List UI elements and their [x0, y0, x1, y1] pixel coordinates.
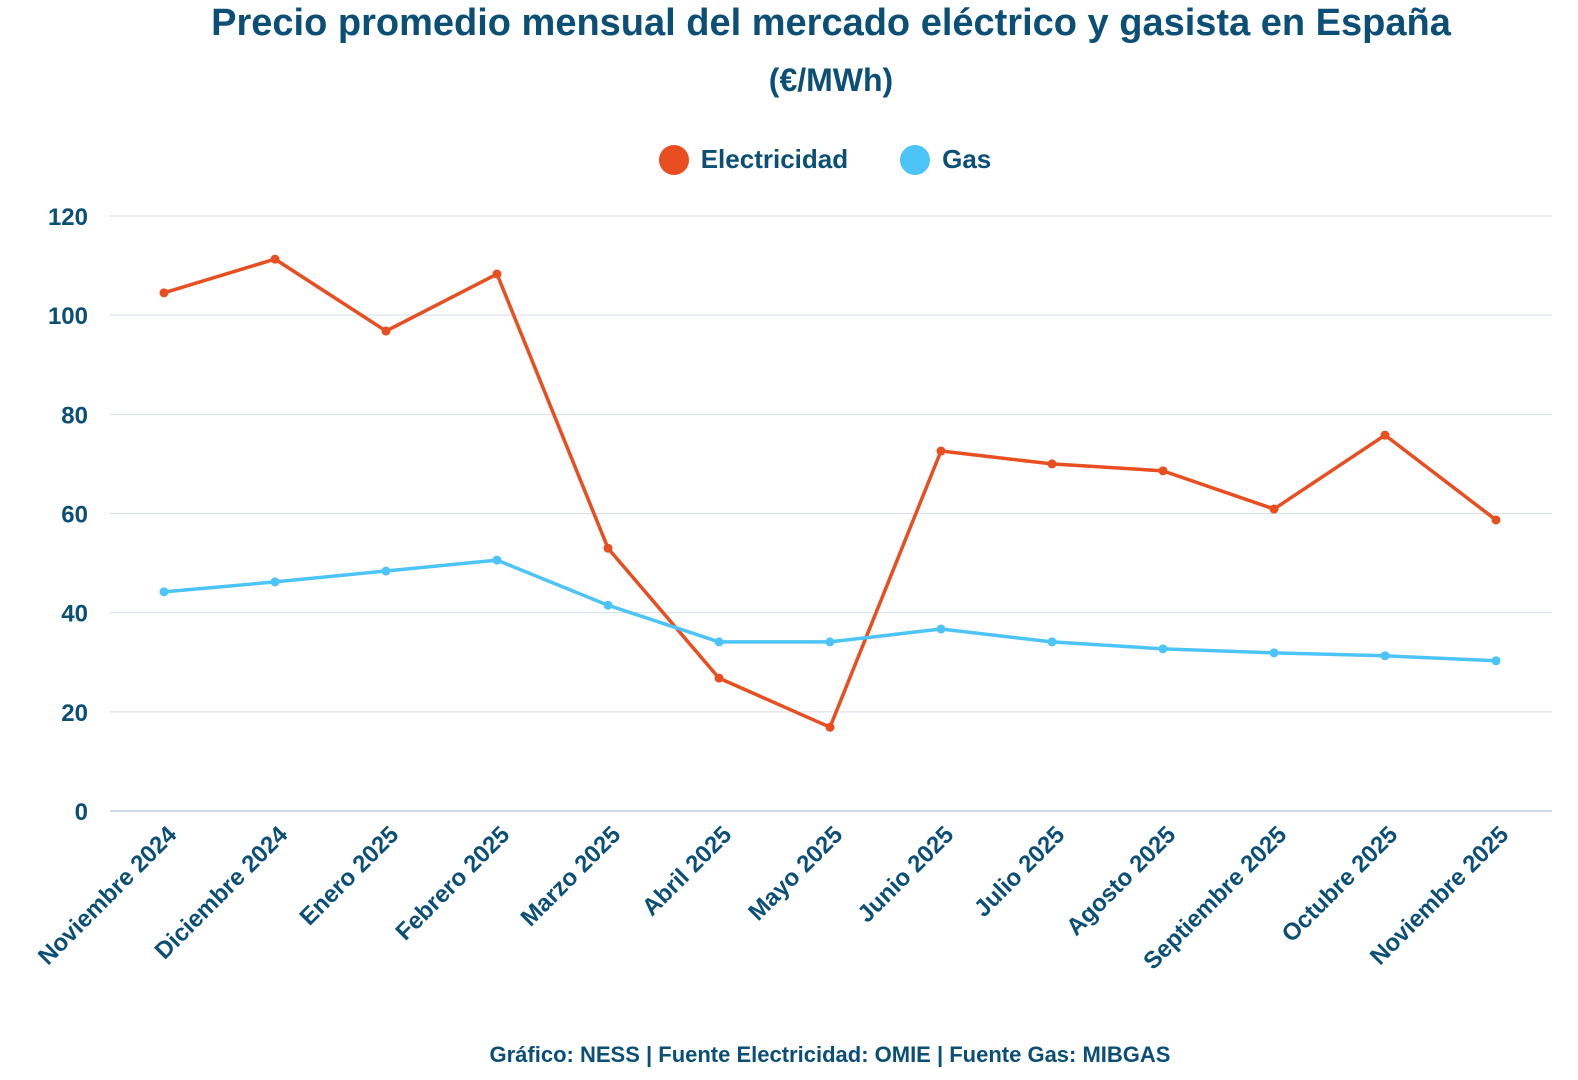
y-tick-label: 60	[61, 502, 88, 529]
source-footer: Gráfico: NESS | Fuente Electricidad: OMI…	[489, 1042, 1171, 1067]
data-point-gas	[1491, 656, 1501, 666]
chart-title: Precio promedio mensual del mercado eléc…	[211, 2, 1451, 44]
data-point-electricidad	[1269, 504, 1279, 514]
data-point-gas	[270, 577, 280, 587]
x-tick-label: Enero 2025	[295, 821, 405, 931]
y-tick-label: 120	[48, 204, 88, 231]
data-point-electricidad	[1380, 430, 1390, 440]
data-point-electricidad	[1158, 466, 1168, 476]
data-point-electricidad	[492, 269, 502, 279]
data-point-gas	[1158, 644, 1168, 654]
y-tick-label: 100	[48, 303, 88, 330]
x-tick-label: Julio 2025	[969, 821, 1070, 922]
y-tick-label: 80	[61, 402, 88, 429]
data-point-electricidad	[1491, 515, 1501, 525]
legend-label: Electricidad	[700, 144, 849, 174]
data-point-gas	[1269, 648, 1279, 658]
x-tick-label: Marzo 2025	[516, 821, 627, 932]
data-point-electricidad	[825, 722, 835, 732]
data-point-gas	[603, 600, 613, 610]
x-tick-label: Agosto 2025	[1061, 821, 1181, 941]
data-point-electricidad	[936, 446, 946, 456]
data-point-electricidad	[714, 673, 724, 683]
y-tick-label: 20	[61, 700, 88, 727]
y-tick-label: 40	[61, 601, 88, 628]
legend: Electricidad Gas	[0, 144, 1578, 175]
data-point-gas	[825, 637, 835, 647]
x-tick-label: Octubre 2025	[1277, 821, 1404, 948]
data-point-gas	[1380, 651, 1390, 661]
x-tick-label: Junio 2025	[852, 821, 959, 928]
data-point-gas	[1047, 637, 1057, 647]
data-point-gas	[159, 587, 169, 597]
data-point-gas	[381, 566, 391, 576]
x-tick-label: Mayo 2025	[743, 821, 848, 926]
legend-item-gas[interactable]: Gas	[900, 144, 991, 175]
legend-marker-gas	[900, 144, 931, 175]
data-point-electricidad	[603, 543, 613, 553]
data-point-electricidad	[1047, 459, 1057, 469]
series-line-electricidad	[163, 257, 1498, 729]
data-point-gas	[492, 555, 502, 565]
legend-item-electricidad[interactable]: Electricidad	[658, 144, 849, 175]
data-point-electricidad	[159, 288, 169, 298]
legend-label: Gas	[942, 144, 992, 174]
y-tick-label: 0	[75, 799, 88, 826]
data-point-gas	[714, 637, 724, 647]
data-point-electricidad	[381, 326, 391, 336]
chart-subtitle: (€/MWh)	[768, 62, 894, 98]
x-tick-label: Abril 2025	[637, 821, 737, 921]
data-point-electricidad	[270, 254, 280, 264]
legend-marker-electricidad	[658, 144, 689, 175]
data-point-gas	[936, 624, 946, 634]
x-tick-label: Febrero 2025	[390, 821, 515, 946]
